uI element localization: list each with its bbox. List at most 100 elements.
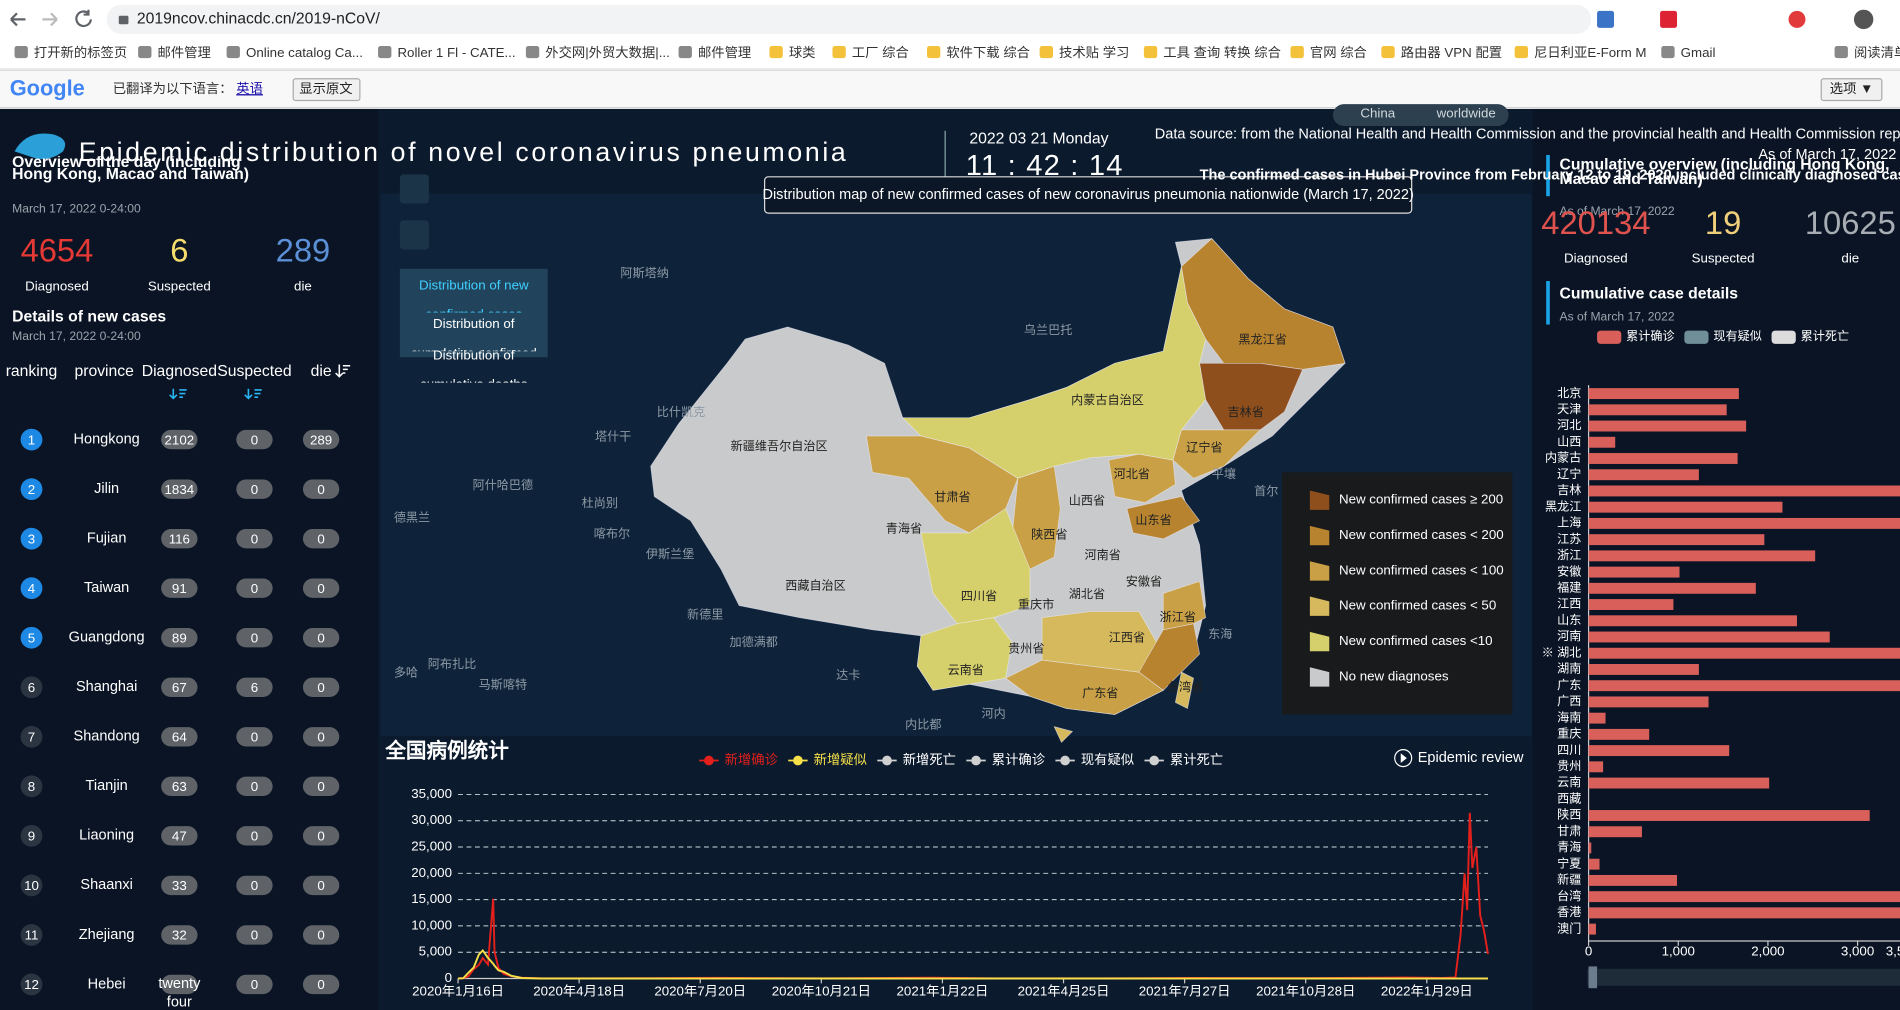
zoom-handle[interactable] [1588,966,1598,989]
legend-label[interactable]: 现有疑似 [1081,752,1134,767]
bar [1588,923,1596,935]
province: Jilin [94,481,119,497]
rank-badge [20,676,43,699]
legend-swatch[interactable] [1771,330,1796,344]
play-icon[interactable] [1394,749,1413,768]
zoom-slider[interactable] [1587,968,1900,986]
category-label: 福建 [1557,580,1581,595]
bookmark[interactable]: 工具 查询 转换 综合 [1163,45,1281,60]
value-pill [236,528,273,549]
legend-label[interactable]: 新增确诊 [725,752,779,767]
legend-label: New confirmed cases <10 [1339,633,1493,648]
bookmark[interactable]: 尼日利亚E-Form M [1534,45,1646,60]
value-pill [161,875,198,896]
bookmark[interactable]: Online catalog Ca... [246,45,363,60]
stat-label: Suspected [148,279,211,294]
legend-marker[interactable] [793,755,803,766]
value-pill [236,875,273,896]
legend-label[interactable]: 新增疑似 [814,752,867,767]
bookmark[interactable]: Roller 1 Fl - CATE... [397,45,515,60]
province-label: 新疆维吾尔自治区 [731,438,828,453]
legend-label[interactable]: 累计死亡 [1170,752,1223,767]
extension-icon[interactable] [1660,10,1678,28]
legend-marker[interactable] [971,755,981,766]
cell-value: 63 [172,779,187,794]
stat-label: Diagnosed [1564,251,1628,266]
bookmark-icon [678,46,692,59]
bookmark[interactable]: Gmail [1681,45,1716,60]
legend-swatch[interactable] [1597,330,1622,344]
region-tab[interactable]: China [1360,105,1395,120]
bookmark[interactable]: 软件下载 综合 [946,45,1030,60]
legend-marker[interactable] [1149,755,1160,766]
cumulative-title: Cumulative overview (including Hong Kong… [1559,157,1890,188]
forward-button[interactable] [42,12,58,27]
translate-label: 已翻译为以下语言： [113,81,233,96]
show-original-button[interactable] [292,78,361,102]
x-tick-label: 3,500 [1886,943,1900,958]
back-button[interactable] [10,12,26,27]
legend-marker[interactable] [882,755,892,766]
legend-label[interactable]: 新增死亡 [903,752,956,767]
province: Zhejiang [79,927,135,943]
extension-icon[interactable] [1597,10,1615,28]
value-pill [302,727,340,747]
category-label: 陕西 [1557,807,1581,822]
sort-icon[interactable] [244,388,262,400]
reload-button[interactable] [75,9,92,28]
place-label: 内比都 [905,718,941,732]
stat-value: 4654 [21,232,94,269]
map-title: Distribution map of new confirmed cases … [762,187,1413,203]
legend-label: New confirmed cases < 200 [1339,527,1504,542]
as-of-date: As of March 17, 2022 [1758,147,1896,163]
value-pill [302,925,340,945]
legend-swatch[interactable] [1684,330,1709,344]
sort-icon[interactable] [169,388,187,400]
legend-marker[interactable] [1060,755,1070,766]
cell-value: 2102 [165,432,195,447]
bookmark[interactable]: 邮件管理 [158,45,211,60]
map-list-button[interactable] [399,220,429,250]
profile-avatar[interactable] [1853,9,1874,30]
x-tick-label: 2,000 [1751,943,1784,958]
category-label: 台湾 [1557,888,1581,903]
region-tab[interactable]: worldwide [1436,105,1496,120]
hubei-note: The confirmed cases in Hubei Province fr… [1200,167,1900,183]
bookmark-icon [832,46,846,59]
sort-icon[interactable] [335,364,351,378]
category-label: 广东 [1557,678,1581,692]
x-tick-label: 2021年10月28日 [1256,983,1355,998]
province-region [1053,726,1074,743]
bar [1588,647,1900,659]
place-label: 德黑兰 [394,510,430,525]
category-label: 澳门 [1557,920,1581,935]
province-region [920,508,1031,625]
bookmark[interactable]: 技术贴 学习 [1059,45,1129,60]
bookmark[interactable]: 邮件管理 [698,45,751,60]
value-pill [302,479,340,499]
bookmark[interactable]: 工厂 综合 [852,45,909,60]
stat-value: 420134 [1541,204,1650,241]
value-pill [161,974,198,995]
bookmark[interactable]: 外交网|外贸大数据|... [545,44,670,60]
address-bar[interactable] [106,4,1592,34]
bookmark[interactable]: 官网 综合 [1310,45,1367,60]
bar [1588,810,1870,821]
bookmark[interactable]: 球类 [789,45,816,60]
bookmark[interactable]: 路由器 VPN 配置 [1401,45,1502,60]
review-button[interactable]: Epidemic review [1418,750,1524,766]
bookmark[interactable]: 阅读清单 [1854,45,1900,60]
cell-value: 0 [317,630,324,645]
bookmark[interactable]: 打开新的标签页 [34,44,127,60]
legend-marker[interactable] [704,755,714,766]
cell-value: 0 [317,730,324,745]
place-label: 伊斯兰堡 [646,546,694,561]
map-home-button[interactable] [399,174,429,204]
region-tabs [1332,104,1509,126]
extension-icon[interactable] [1788,10,1806,28]
value-pill [302,677,340,697]
bar [1588,631,1830,643]
options-button[interactable] [1820,78,1883,102]
section-title: Details of new cases [12,308,166,325]
legend-label[interactable]: 累计确诊 [992,752,1046,767]
